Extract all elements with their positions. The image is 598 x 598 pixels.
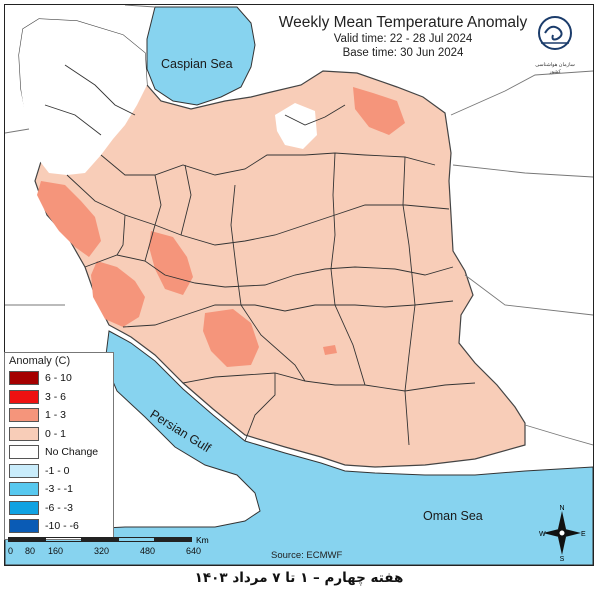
scale-tick: 0	[8, 546, 14, 556]
iran-map	[5, 5, 593, 565]
valid-time: Valid time: 22 - 28 Jul 2024	[333, 33, 473, 45]
legend-swatch	[9, 426, 39, 441]
title-block: Weekly Mean Temperature Anomaly Valid ti…	[233, 14, 573, 60]
legend-swatch	[9, 445, 39, 460]
legend-label: 6 - 10	[45, 372, 72, 385]
logo-text: سازمان هواشناسی کشور	[535, 62, 575, 75]
province-boundaries	[44, 64, 476, 446]
legend-item: 6 - 10	[5, 369, 113, 388]
legend-swatch	[9, 482, 39, 497]
source-label: Source: ECMWF	[271, 550, 343, 561]
persian-gulf	[5, 330, 593, 565]
legend-rows: 6 - 10 3 - 6 1 - 3 0 - 1 No Change -1 - 0 -3 -…	[5, 369, 113, 536]
compass-n: N	[559, 505, 564, 512]
iran-land	[18, 18, 526, 468]
caption: هفته چهارم – ۱ تا ۷ مرداد ۱۴۰۳	[194, 570, 404, 586]
compass-w: W	[539, 531, 546, 538]
legend-swatch	[9, 408, 39, 423]
legend-swatch	[9, 463, 39, 478]
organization-logo: سازمان هواشناسی کشور	[531, 13, 579, 77]
legend-swatch	[9, 519, 39, 534]
compass-icon: N S W E	[539, 505, 586, 563]
warm-patch-west	[37, 181, 101, 257]
warm-patch-sw	[91, 261, 145, 327]
scale-tick: 160	[48, 546, 64, 556]
legend-label: 0 - 1	[45, 427, 67, 440]
caspian-sea-label: Caspian Sea	[161, 57, 233, 71]
map-title: Weekly Mean Temperature Anomaly	[278, 14, 528, 31]
scale-unit: Km	[196, 535, 209, 545]
legend-label: 3 - 6	[45, 390, 67, 403]
scale-bar-graphic	[8, 537, 192, 542]
legend: Anomaly (C) 6 - 10 3 - 6 1 - 3 0 - 1 No Chan…	[4, 352, 114, 540]
legend-swatch	[9, 500, 39, 515]
legend-item: -6 - -3	[5, 499, 113, 518]
scale-bar: Km 0 80 160 320 480 640	[8, 535, 218, 561]
legend-title: Anomaly (C)	[9, 355, 71, 367]
warm-patch-small	[323, 345, 337, 355]
legend-label: -10 - -6	[45, 520, 79, 533]
base-time: Base time: 30 Jun 2024	[342, 47, 464, 59]
compass-rose: N S W E	[537, 505, 587, 563]
scale-tick: 640	[186, 546, 202, 556]
legend-label: -1 - 0	[45, 464, 70, 477]
scale-tick: 80	[25, 546, 36, 556]
warm-patch-central-west	[149, 231, 193, 295]
no-change-region-north	[275, 103, 317, 149]
legend-item: 1 - 3	[5, 406, 113, 425]
legend-item: 0 - 1	[5, 425, 113, 444]
caspian-sea	[146, 6, 256, 106]
legend-label: -3 - -1	[45, 483, 74, 496]
warm-patch-ne	[353, 87, 405, 135]
legend-label: 1 - 3	[45, 409, 67, 422]
compass-s: S	[560, 556, 565, 561]
legend-item: 3 - 6	[5, 388, 113, 407]
legend-item: -3 - -1	[5, 480, 113, 499]
scale-tick: 320	[94, 546, 110, 556]
legend-label: No Change	[45, 446, 99, 459]
scale-tick: 480	[140, 546, 156, 556]
legend-swatch	[9, 371, 39, 386]
compass-e: E	[581, 531, 586, 538]
logo-icon	[538, 16, 572, 50]
oman-sea-label: Oman Sea	[423, 509, 483, 523]
legend-item: No Change	[5, 443, 113, 462]
legend-item: -1 - 0	[5, 462, 113, 481]
legend-label: -6 - -3	[45, 501, 74, 514]
no-change-region-nw	[19, 19, 147, 175]
neighbor-border	[5, 5, 593, 446]
warm-patch-fars	[203, 309, 259, 367]
legend-item: -10 - -6	[5, 517, 113, 536]
legend-swatch	[9, 389, 39, 404]
